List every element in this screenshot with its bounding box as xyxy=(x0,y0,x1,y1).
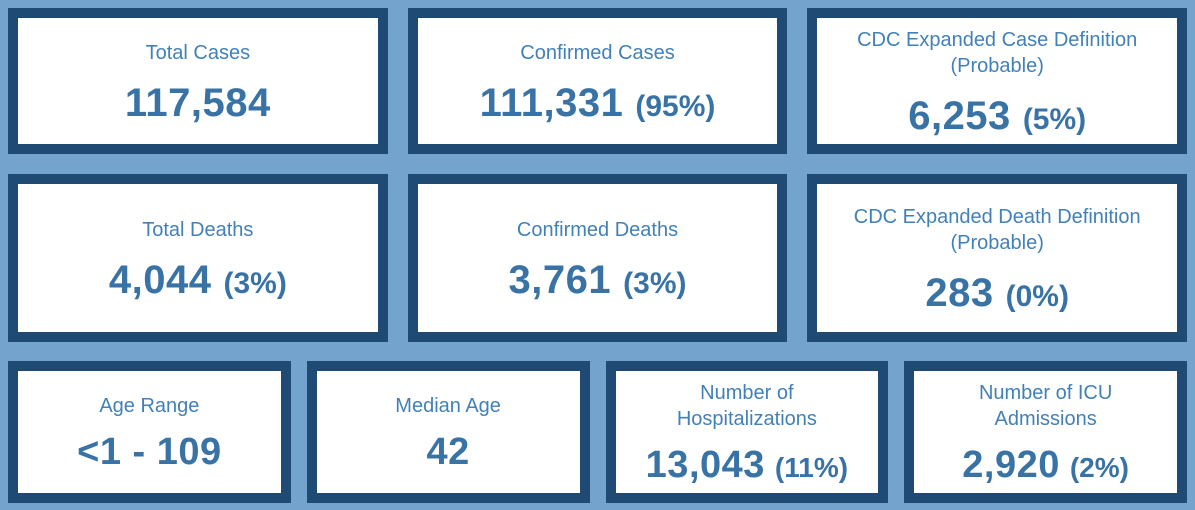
stat-card-content: Total Cases 117,584 xyxy=(18,18,378,144)
stat-number: 3,761 xyxy=(508,257,612,302)
stat-card-content: Age Range <1 - 109 xyxy=(18,371,281,493)
stats-row-cases: Total Cases 117,584 Confirmed Cases 111,… xyxy=(8,8,1188,154)
stat-value: 4,044 (3%) xyxy=(109,260,287,300)
stat-card-number-of-icu-admissions: Number of ICU Admissions 2,920 (2%) xyxy=(904,361,1187,503)
stat-percent: (11%) xyxy=(774,452,849,483)
stat-label: Median Age xyxy=(395,395,501,417)
stat-number: 4,044 xyxy=(108,257,212,302)
stat-value: 3,761 (3%) xyxy=(509,260,687,300)
stat-card-content: Median Age 42 xyxy=(317,371,580,493)
stat-card-total-deaths: Total Deaths 4,044 (3%) xyxy=(8,174,388,342)
stat-label: Number of Hospitalizations xyxy=(676,382,817,430)
stat-value: 6,253 (5%) xyxy=(908,96,1086,136)
stat-value: 13,043 (11%) xyxy=(646,446,848,484)
stat-card-median-age: Median Age 42 xyxy=(306,361,590,503)
stat-percent: (0%) xyxy=(1005,279,1069,313)
stat-value: 42 xyxy=(426,433,469,471)
stat-card-content: CDC Expanded Death Definition (Probable)… xyxy=(817,184,1177,332)
stat-label: CDC Expanded Case Definition (Probable) xyxy=(857,28,1138,77)
stat-percent: (2%) xyxy=(1069,452,1129,483)
stat-card-confirmed-deaths: Confirmed Deaths 3,761 (3%) xyxy=(407,174,788,342)
stat-value: <1 - 109 xyxy=(77,433,222,471)
stat-card-age-range: Age Range <1 - 109 xyxy=(8,361,291,503)
stat-card-cdc-expanded-death-definition-probable: CDC Expanded Death Definition (Probable)… xyxy=(807,174,1188,342)
stats-row-demographics: Age Range <1 - 109 Median Age 42 Number … xyxy=(8,361,1187,503)
stat-percent: (5%) xyxy=(1022,102,1087,136)
stat-label: Number of ICU Admissions xyxy=(978,382,1113,430)
stat-card-number-of-hospitalizations: Number of Hospitalizations 13,043 (11%) xyxy=(605,361,889,503)
stat-label: Total Deaths xyxy=(142,218,254,241)
stat-card-content: Number of ICU Admissions 2,920 (2%) xyxy=(914,371,1177,493)
stat-card-confirmed-cases: Confirmed Cases 111,331 (95%) xyxy=(407,8,788,154)
stat-percent: (95%) xyxy=(635,89,716,123)
stat-card-content: Total Deaths 4,044 (3%) xyxy=(18,184,378,332)
stat-label: Confirmed Deaths xyxy=(516,218,679,241)
stat-card-content: Confirmed Cases 111,331 (95%) xyxy=(418,18,778,144)
stat-label: Confirmed Cases xyxy=(520,41,675,64)
stat-value: 111,331 (95%) xyxy=(480,83,716,123)
stat-percent: (3%) xyxy=(623,266,687,300)
stat-label: CDC Expanded Death Definition (Probable) xyxy=(853,205,1141,254)
stat-label: Total Cases xyxy=(145,41,251,64)
stat-label: Age Range xyxy=(99,395,200,417)
stat-card-content: Number of Hospitalizations 13,043 (11%) xyxy=(616,371,879,493)
stat-number: 117,584 xyxy=(124,80,271,125)
stat-number: 283 xyxy=(925,270,994,315)
stat-card-total-cases: Total Cases 117,584 xyxy=(8,8,388,154)
stat-number: 13,043 xyxy=(645,444,765,486)
stat-number: <1 - 109 xyxy=(77,431,222,473)
stat-card-content: CDC Expanded Case Definition (Probable) … xyxy=(817,18,1177,144)
stat-number: 111,331 xyxy=(479,80,624,125)
stat-number: 2,920 xyxy=(962,444,1060,486)
stat-value: 2,920 (2%) xyxy=(962,446,1129,484)
stats-row-deaths: Total Deaths 4,044 (3%) Confirmed Deaths… xyxy=(8,174,1188,342)
stat-percent: (3%) xyxy=(223,266,287,300)
stat-number: 42 xyxy=(426,431,470,473)
stat-card-content: Confirmed Deaths 3,761 (3%) xyxy=(418,184,778,332)
stat-value: 283 (0%) xyxy=(925,273,1069,313)
stat-card-cdc-expanded-case-definition-probable: CDC Expanded Case Definition (Probable) … xyxy=(807,8,1188,154)
stat-value: 117,584 xyxy=(125,83,271,123)
stat-number: 6,253 xyxy=(908,93,1011,138)
